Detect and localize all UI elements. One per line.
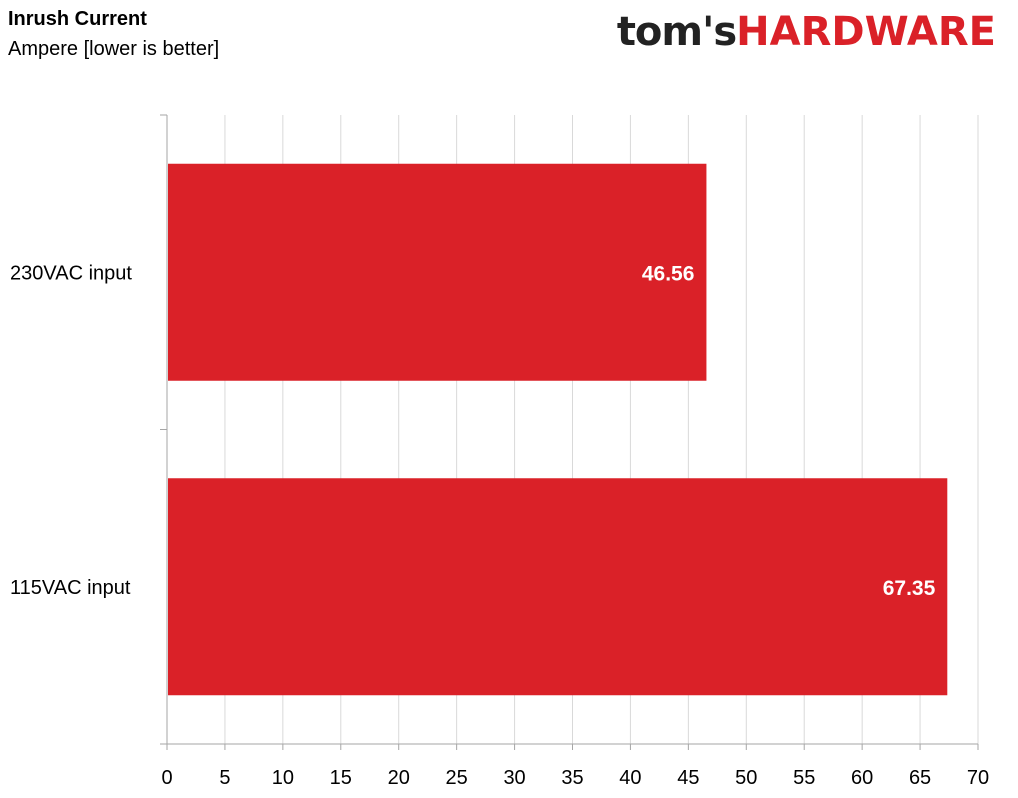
x-tick-label-25: 25 bbox=[446, 767, 468, 789]
chart-subtitle: Ampere [lower is better] bbox=[8, 38, 220, 60]
x-tick-label-15: 15 bbox=[330, 767, 352, 789]
x-tick-label-40: 40 bbox=[619, 767, 641, 789]
x-tick-label-65: 65 bbox=[909, 767, 931, 789]
logo-part-hardware: HARDWARE bbox=[736, 9, 996, 55]
x-tick-label-20: 20 bbox=[388, 767, 410, 789]
x-tick-label-30: 30 bbox=[503, 767, 525, 789]
data-label-1: 46.56 bbox=[642, 262, 695, 285]
bar-2 bbox=[168, 478, 948, 696]
x-tick-label-10: 10 bbox=[272, 767, 294, 789]
x-tick-label-0: 0 bbox=[161, 767, 172, 789]
x-tick-label-45: 45 bbox=[677, 767, 699, 789]
chart-title: Inrush Current bbox=[8, 8, 147, 30]
logo-part-toms: tom's bbox=[616, 9, 737, 55]
x-tick-label-5: 5 bbox=[219, 767, 230, 789]
bar-1 bbox=[168, 163, 707, 381]
x-tick-label-55: 55 bbox=[793, 767, 815, 789]
x-tick-label-60: 60 bbox=[851, 767, 873, 789]
data-label-2: 67.35 bbox=[883, 577, 936, 600]
category-label-2: 115VAC input bbox=[10, 577, 131, 599]
x-tick-label-70: 70 bbox=[967, 767, 989, 789]
x-tick-label-50: 50 bbox=[735, 767, 757, 789]
toms-hardware-logo: tom'sHARDWARE bbox=[617, 6, 996, 58]
x-tick-label-35: 35 bbox=[561, 767, 583, 789]
category-label-1: 230VAC input bbox=[10, 262, 132, 284]
